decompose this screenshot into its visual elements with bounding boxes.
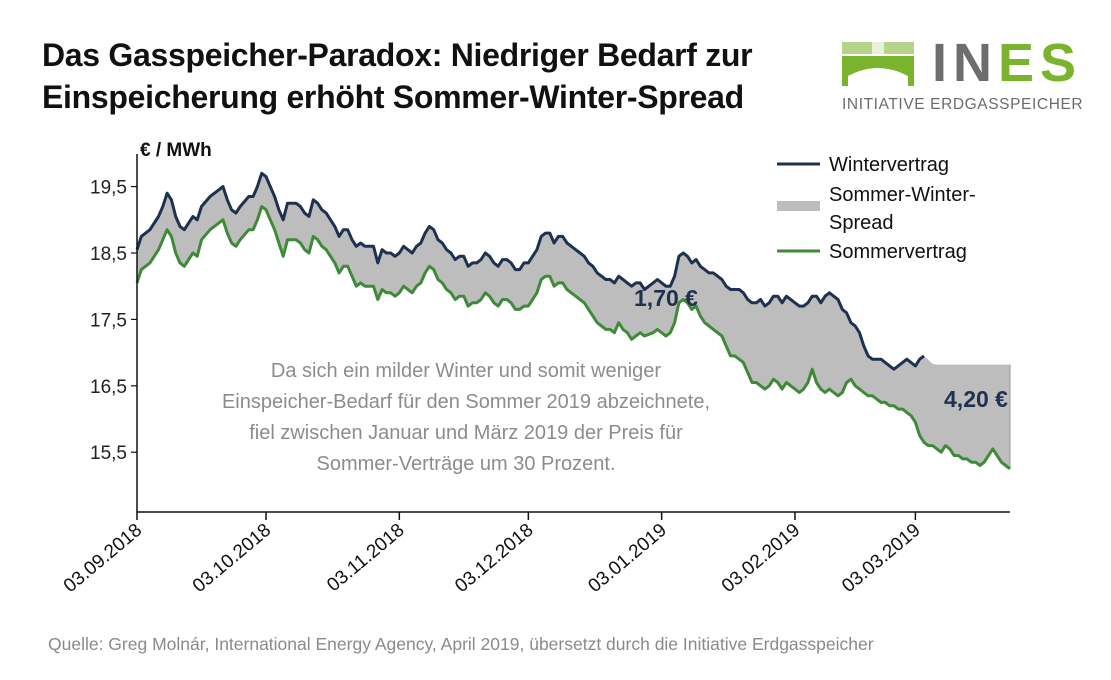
logo-wordmark-gray: IN (932, 33, 998, 93)
legend-label-spread-line1: Sommer-Winter- (829, 184, 976, 206)
y-tick-label: 16,5 (90, 377, 127, 398)
logo-wordmark-green: ES (998, 33, 1083, 93)
title-line-1: Das Gasspeicher-Paradox: Niedriger Bedar… (42, 37, 753, 73)
y-tick-label: 19,5 (90, 178, 127, 199)
source-note: Quelle: Greg Molnár, International Energ… (48, 634, 874, 654)
logo-emblem-icon (842, 42, 914, 86)
legend-label-winter: Wintervertrag (829, 154, 949, 176)
spread-value-label: 4,20 € (944, 386, 1008, 412)
logo-subtitle: INITIATIVE ERDGASSPEICHER (842, 96, 1084, 113)
y-tick-label: 17,5 (90, 310, 127, 331)
x-tick-label: 03.02.2019 (718, 520, 804, 597)
annotation-line: Einspeicher-Bedarf für den Sommer 2019 a… (222, 391, 710, 413)
annotation-line: Sommer-Verträge um 30 Prozent. (316, 453, 615, 475)
x-tick-label: 03.12.2018 (451, 520, 537, 597)
legend-swatch-spread (777, 201, 820, 211)
legend-label-summer: Sommervertrag (829, 241, 967, 263)
title-line-2: Einspeicherung erhöht Sommer-Winter-Spre… (42, 79, 744, 115)
chart-text-layer: € / MWh Da sich ein milder Winter und som… (140, 140, 1008, 475)
x-tick-label: 03.11.2018 (323, 520, 408, 596)
x-tick-label: 03.03.2019 (838, 520, 924, 597)
x-tick-label: 03.01.2019 (585, 520, 671, 597)
legend-label-spread-line2: Spread (829, 212, 894, 234)
x-tick-label: 03.10.2018 (189, 520, 275, 597)
ines-logo: INES INITIATIVE ERDGASSPEICHER (842, 36, 1084, 120)
y-tick-label: 18,5 (90, 244, 127, 265)
y-tick-label: 15,5 (90, 443, 127, 464)
series-line-winter (135, 171, 925, 371)
annotation-line: Da sich ein milder Winter und somit weni… (271, 360, 661, 382)
series-line-layer (135, 171, 1011, 470)
logo-wordmark: INES (932, 36, 1082, 90)
x-tick-label: 03.09.2018 (60, 520, 146, 597)
y-unit-label: € / MWh (140, 140, 212, 161)
series-line-summer (135, 205, 1011, 470)
annotation-line: fiel zwischen Januar und März 2019 der P… (249, 422, 683, 444)
spread-value-label: 1,70 € (634, 285, 698, 311)
chart-title: Das Gasspeicher-Paradox: Niedriger Bedar… (42, 34, 842, 118)
